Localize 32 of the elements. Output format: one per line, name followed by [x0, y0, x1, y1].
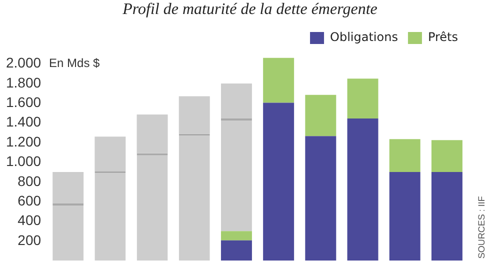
bar — [94, 136, 126, 172]
bar — [305, 136, 336, 261]
bar — [220, 240, 252, 261]
legend-label: Prêts — [428, 30, 458, 44]
y-tick-label: 200 — [18, 232, 42, 248]
bar — [136, 114, 168, 154]
bar — [389, 139, 420, 172]
chart-title: Profil de maturité de la dette émergente — [122, 1, 378, 18]
bar — [347, 78, 378, 118]
bar — [389, 172, 420, 261]
bar — [263, 102, 294, 261]
y-tick-label: 1.600 — [6, 94, 42, 110]
y-tick-label: 1.000 — [6, 153, 42, 170]
bar — [220, 231, 252, 240]
y-tick-label: 400 — [18, 212, 42, 228]
bar — [431, 140, 462, 172]
y-tick-label: 1.200 — [6, 133, 42, 150]
bar — [263, 58, 294, 103]
bar — [347, 118, 378, 261]
y-tick-label: 800 — [18, 172, 42, 189]
legend-label: Obligations — [330, 30, 398, 44]
y-tick-label: 600 — [18, 192, 42, 208]
y-tick-label: 1.800 — [6, 74, 42, 90]
bar — [431, 172, 462, 261]
source-note: SOURCES : IIF — [476, 196, 486, 259]
bar — [178, 96, 210, 134]
bar — [305, 94, 336, 136]
y-tick-label: 2.000 — [6, 54, 42, 71]
bar — [52, 172, 84, 204]
bar — [220, 84, 252, 118]
y-tick-label: 1.400 — [6, 114, 42, 130]
y-axis-title: En Mds $ — [49, 56, 100, 70]
